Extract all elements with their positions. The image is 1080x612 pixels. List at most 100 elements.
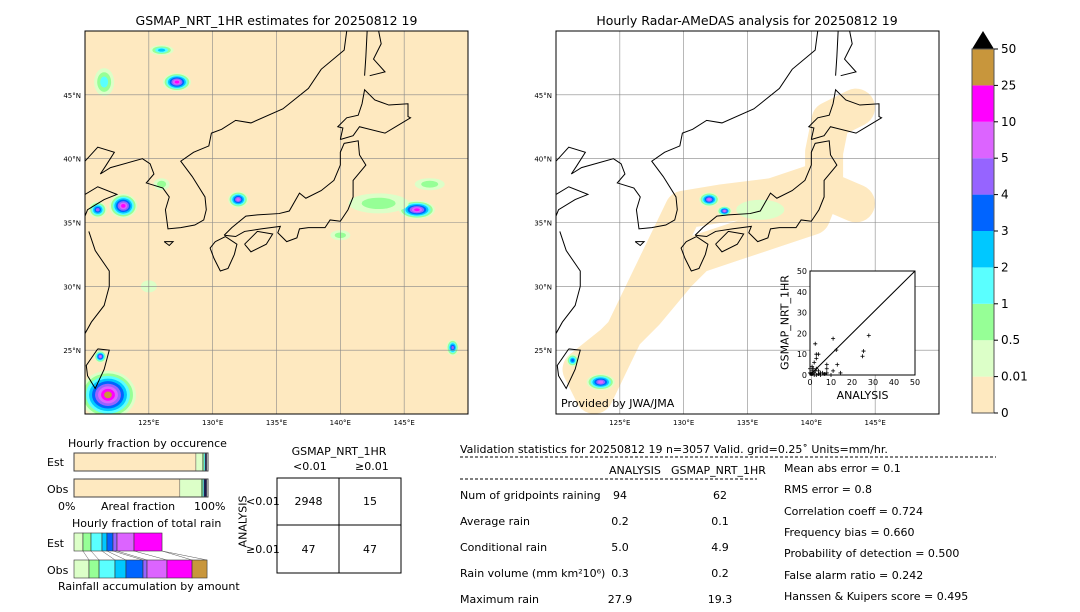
scatter-point: [816, 371, 821, 376]
coastline: [556, 31, 819, 230]
scatter-point: [820, 370, 825, 375]
rain-fraction-segment: [98, 559, 116, 579]
scatter-point: [822, 371, 827, 376]
score-item: Mean abs error = 0.1: [784, 462, 901, 475]
colorbar-label: 0.01: [1001, 370, 1028, 384]
lon-tick-label: 130°E: [673, 419, 694, 427]
rain-fraction-segment: [125, 559, 144, 579]
scatter-point: [813, 368, 818, 373]
coastline: [85, 186, 119, 217]
occurrence-bar-frame: [73, 452, 209, 472]
occ-xlabel: Areal fraction: [101, 500, 176, 513]
connector-line: [106, 550, 127, 561]
coastline: [715, 230, 745, 253]
colorbar-label: 1: [1001, 297, 1009, 311]
scatter-point: [814, 356, 819, 361]
stat-value: 19.3: [707, 593, 733, 606]
colorbar-label: 50: [1001, 42, 1016, 56]
scatter-ytick: 0: [802, 371, 807, 380]
one-to-one-line: [809, 270, 916, 376]
coastline: [556, 186, 590, 217]
scatter-point: [829, 373, 833, 377]
lon-tick-label: 135°E: [737, 419, 758, 427]
map-frame: [84, 30, 469, 415]
stat-value: 27.9: [607, 593, 633, 606]
scatter-ytick: 30: [797, 309, 807, 318]
scatter-point: [834, 348, 839, 353]
scatter-point: [860, 354, 865, 359]
ct-cell: 15: [363, 495, 377, 508]
occurrence-bar-frame: [73, 478, 209, 498]
lon-tick-label: 130°E: [202, 419, 223, 427]
score-item: Probability of detection = 0.500: [784, 547, 960, 561]
colorbar-segment: [972, 121, 994, 159]
lat-tick-label: 25°N: [534, 347, 552, 355]
rain-fraction-segment: [88, 559, 100, 579]
occ-tick-0: 0%: [58, 500, 76, 513]
scatter-point: [835, 362, 840, 367]
rain-cell: [451, 345, 454, 350]
rain-cell: [723, 210, 726, 212]
stats-header: Validation statistics for 20250812 19 n=…: [460, 443, 888, 456]
lon-tick-label: 125°E: [138, 419, 159, 427]
lon-tick-label: 140°E: [330, 419, 351, 427]
occ-est-label: Est: [47, 456, 64, 469]
rain-fraction-segment: [112, 532, 118, 552]
lat-tick-label: 45°N: [63, 92, 81, 100]
lat-tick-label: 40°N: [534, 156, 552, 164]
coastline: [556, 231, 581, 334]
colorbar-label: 2: [1001, 260, 1009, 274]
coastline: [556, 348, 581, 390]
map2-title: Hourly Radar-AMeDAS analysis for 2025081…: [596, 13, 898, 28]
rain-cell: [121, 204, 126, 208]
colorbar-segment: [972, 49, 994, 86]
scatter-ytick: 50: [797, 267, 807, 276]
rain-fraction-segment: [106, 532, 114, 552]
rain-cell: [157, 180, 167, 188]
connector-line: [90, 550, 100, 561]
scatter-xtick: 10: [826, 378, 836, 387]
rain-cell: [421, 180, 439, 188]
rain-fraction-segment: [146, 559, 168, 579]
colorbar-segment: [972, 231, 994, 268]
lat-tick-label: 35°N: [63, 220, 81, 228]
scatter-ytick: 40: [797, 288, 807, 297]
occurrence-bar-segment: [73, 478, 181, 498]
stats-col-gsmap: GSMAP_NRT_1HR: [671, 464, 766, 477]
coastline: [694, 140, 838, 243]
rain-area: [562, 88, 876, 414]
ct-row-1: ≥0.01: [246, 543, 280, 556]
lon-tick-label: 125°E: [609, 419, 630, 427]
colorbar-label: 5: [1001, 151, 1009, 165]
scatter-point: [831, 368, 836, 373]
connector-line: [133, 550, 168, 561]
score-item: Correlation coeff = 0.724: [784, 504, 923, 518]
connector-line: [161, 550, 208, 561]
scatter-xlabel: ANALYSIS: [836, 389, 889, 402]
tr-xlabel: Rainfall accumulation by amount: [58, 580, 240, 593]
lon-tick-label: 145°E: [394, 419, 415, 427]
scatter-point: [824, 370, 829, 375]
tr-obs-label: Obs: [47, 564, 69, 577]
scatter-xtick: 50: [910, 378, 920, 387]
colorbar-label: 3: [1001, 224, 1009, 238]
lat-tick-label: 45°N: [534, 92, 552, 100]
rain-cell: [157, 48, 166, 52]
lat-tick-label: 35°N: [534, 220, 552, 228]
stat-value: 0.3: [611, 567, 629, 580]
scatter-point: [812, 360, 817, 365]
stat-value: 94: [613, 489, 627, 502]
colorbar-label: 0: [1001, 406, 1009, 420]
colorbar-segment: [972, 194, 994, 231]
connector-line: [82, 550, 90, 561]
colorbar-label: 0.5: [1001, 333, 1020, 347]
occurrence-bar-segment: [73, 452, 197, 472]
occurrence-bar-segment: [203, 478, 207, 498]
ct-row-title: ANALYSIS: [236, 495, 250, 548]
coastline: [634, 241, 646, 247]
lat-tick-label: 25°N: [63, 347, 81, 355]
stat-value: 0.2: [711, 567, 729, 580]
rain-cell: [361, 197, 396, 210]
ct-cell: 47: [363, 543, 377, 556]
scatter-point: [838, 370, 843, 375]
